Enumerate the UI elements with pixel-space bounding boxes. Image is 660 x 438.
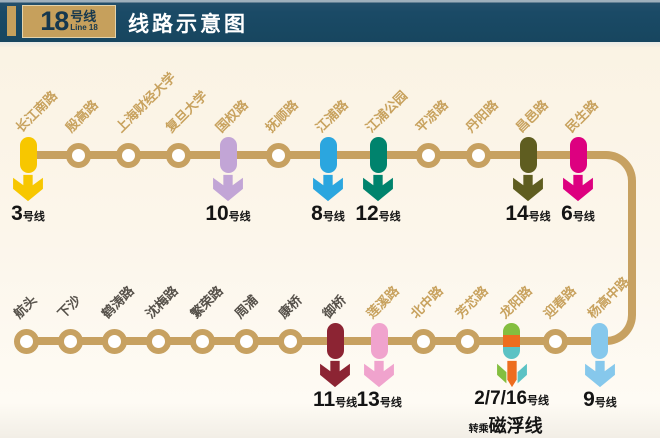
- transfer-station-marker: [369, 137, 387, 173]
- transfer-arrow-icon: [213, 174, 243, 202]
- transfer-arrow-icon: [364, 360, 395, 388]
- transfer-line-number: 8: [311, 202, 323, 225]
- transfer-line-label: 9号线: [583, 388, 617, 412]
- transfer-arrow-icon: [13, 174, 43, 202]
- station-label: 抚顺路: [262, 97, 301, 136]
- badge-line-english: Line 18: [70, 22, 98, 32]
- station-label: 丹阳路: [462, 97, 501, 136]
- line-number-badge: 18 号线 Line 18: [22, 5, 116, 38]
- station-label: 民生路: [562, 97, 601, 136]
- transfer-line-label: 6号线: [561, 202, 595, 226]
- transfer-line-unit: 号线: [22, 211, 45, 223]
- station-label: 昌邑路: [512, 97, 551, 136]
- station-label: 长江南路: [12, 87, 61, 136]
- transfer-line-number: 6: [561, 202, 573, 225]
- station-marker: [165, 142, 191, 168]
- transfer-station-marker: [219, 137, 237, 173]
- transfer-station-marker: [591, 323, 609, 359]
- transfer-arrow-icon: [363, 174, 393, 202]
- transfer-line-number: 11: [312, 388, 336, 411]
- header-divider: [0, 42, 660, 47]
- transfer-line-label: 3号线: [11, 202, 45, 226]
- transfer-line-unit: 号线: [379, 397, 402, 409]
- station-marker: [265, 142, 291, 168]
- page-title: 线路示意图: [128, 13, 248, 36]
- transfer-line-number: 3: [11, 202, 23, 225]
- station-label: 国权路: [212, 97, 251, 136]
- station-marker: [57, 328, 83, 354]
- transfer-line-number: 14: [505, 202, 529, 225]
- transfer-station-marker: [519, 137, 537, 173]
- transfer-line-number: 13: [356, 388, 380, 411]
- station-marker: [65, 142, 91, 168]
- transfer-line-number: 10: [205, 202, 229, 225]
- transfer-line-number: 9: [583, 388, 595, 411]
- transfer-line-unit: 号线: [594, 397, 617, 409]
- maglev-transfer-label: 转乘磁浮线: [469, 412, 543, 438]
- transfer-line-unit: 号线: [335, 397, 358, 409]
- transfer-line-label: 14号线: [505, 202, 550, 226]
- station-marker: [234, 328, 260, 354]
- transfer-line-number: 12: [355, 202, 379, 225]
- station-marker: [115, 142, 141, 168]
- station-marker: [543, 328, 569, 354]
- badge-line-suffix: 号线: [70, 9, 97, 25]
- header-bar: 18 号线 Line 18 线路示意图: [0, 0, 660, 42]
- transfer-line-label: 2/7/16号线: [474, 388, 549, 410]
- transfer-station-marker: [503, 323, 521, 359]
- maglev-transfer-name: 磁浮线: [488, 416, 543, 436]
- station-marker: [145, 328, 171, 354]
- station-marker: [190, 328, 216, 354]
- transfer-arrow-icon: [563, 174, 593, 202]
- transfer-line-label: 12号线: [355, 202, 400, 226]
- station-label: 平凉路: [412, 97, 451, 136]
- transfer-arrow-icon: [585, 360, 615, 388]
- station-marker: [465, 142, 491, 168]
- station-marker: [278, 328, 304, 354]
- station-label: 复旦大学: [162, 87, 211, 136]
- station-marker: [410, 328, 436, 354]
- transfer-station-marker: [319, 137, 337, 173]
- transfer-line-label: 11号线: [313, 388, 357, 412]
- transfer-line-unit: 号线: [228, 211, 251, 223]
- station-label: 殷高路: [62, 97, 101, 136]
- gold-accent-bar: [7, 6, 16, 36]
- transfer-line-label: 8号线: [311, 202, 345, 226]
- transfer-station-marker: [370, 323, 388, 359]
- station-marker: [415, 142, 441, 168]
- station-label: 江浦公园: [362, 87, 411, 136]
- transfer-line-unit: 号线: [572, 211, 595, 223]
- transfer-line-unit: 号线: [528, 211, 551, 223]
- transfer-arrow-icon: [320, 360, 350, 388]
- transfer-line-unit: 号线: [378, 211, 401, 223]
- transfer-line-unit: 号线: [322, 211, 345, 223]
- transfer-line-unit: 号线: [527, 395, 550, 407]
- station-marker: [13, 328, 39, 354]
- station-marker: [455, 328, 480, 354]
- station-marker: [101, 328, 127, 354]
- transfer-arrow-icon: [313, 174, 343, 202]
- badge-line-number: 18: [40, 6, 69, 36]
- transfer-line-label: 13号线: [357, 388, 402, 412]
- transfer-station-marker: [19, 137, 37, 173]
- transfer-line-number: 2/7/16: [474, 388, 528, 409]
- transfer-station-marker: [569, 137, 587, 173]
- transfer-line-label: 10号线: [205, 202, 250, 226]
- station-label: 江浦路: [312, 97, 351, 136]
- transfer-station-marker: [326, 323, 344, 359]
- transfer-arrow-icon: [496, 360, 527, 388]
- maglev-transfer-prefix: 转乘: [468, 424, 489, 435]
- transfer-arrow-icon: [513, 174, 543, 202]
